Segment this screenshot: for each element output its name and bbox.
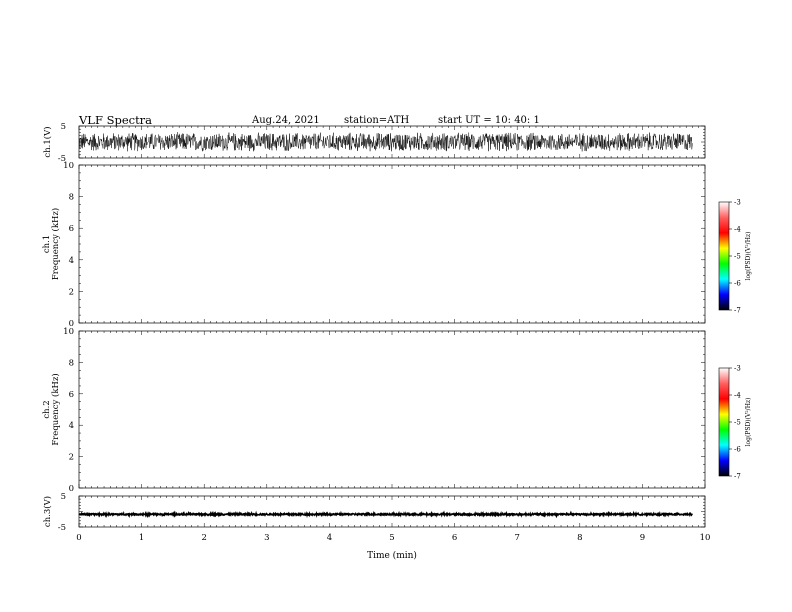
x-tick-label: 7 <box>514 533 519 543</box>
ch3-waveform <box>78 510 694 519</box>
x-tick-label: 2 <box>201 533 206 543</box>
y-axis-label: ch.3(V) <box>42 496 53 527</box>
y-tick-label: 8 <box>69 193 74 203</box>
y-tick-label: 2 <box>69 287 74 297</box>
y-tick-label: 2 <box>69 453 74 463</box>
ch1-waveform-axes: 5 -5 ch.1(V) <box>42 122 706 164</box>
x-tick-label: 9 <box>640 533 645 543</box>
x-tick-label: 3 <box>264 533 269 543</box>
x-tick-label: 4 <box>327 533 332 543</box>
colorbar-tick-label: -3 <box>734 199 741 207</box>
y-axis-label-frequency: Frequency (kHz) <box>50 208 61 280</box>
ch3-waveform-trace <box>78 510 694 519</box>
colorbar-tick-label: -5 <box>734 253 741 261</box>
y-tick-label: 6 <box>69 390 74 400</box>
colorbar-tick-label: -6 <box>734 280 741 288</box>
y-axis-label: ch.1(V) <box>42 126 53 157</box>
y-tick-label: 4 <box>69 421 74 431</box>
x-axis-label: Time (min) <box>367 550 417 561</box>
y-tick-label: 0 <box>69 319 74 329</box>
start-ut-label: start UT = 10: 40: 1 <box>438 115 540 126</box>
y-tick-label: 0 <box>69 484 74 494</box>
y-tick-label: 5 <box>61 492 66 502</box>
ch1-waveform <box>78 132 693 152</box>
figure-title: VLF Spectra <box>79 113 152 127</box>
y-tick-label: 4 <box>69 256 74 266</box>
colorbar-label: log(PSD)(V²/Hz) <box>745 232 752 281</box>
date-label: Aug.24, 2021 <box>252 115 320 126</box>
ch1-spectrogram-axes: 10 8 6 4 2 0 ch.1 Frequency (kHz) <box>42 161 706 329</box>
ch1-spectrogram-colorbar: -3 -4 -5 -6 -7 log(PSD)(V²/Hz) <box>718 199 752 315</box>
y-tick-label: 10 <box>63 161 74 171</box>
colorbar-tick-label: -4 <box>734 392 741 400</box>
ch3-waveform-axes: 5 -5 ch.3(V) 0 1 2 3 4 5 6 7 8 9 10 Time (min) <box>42 492 710 561</box>
x-tick-label: 0 <box>76 533 81 543</box>
x-tick-label: 1 <box>139 533 144 543</box>
x-tick-label: 5 <box>389 533 394 543</box>
y-axis-label-channel: ch.2 <box>42 400 52 418</box>
colorbar-label: log(PSD)(V²/Hz) <box>745 398 752 447</box>
plot-layer <box>78 132 694 519</box>
colorbar-tick-label: -6 <box>734 446 741 454</box>
colorbar-tick-label: -4 <box>734 226 741 234</box>
ch2-spectrogram-colorbar: -3 -4 -5 -6 -7 log(PSD)(V²/Hz) <box>718 365 752 481</box>
axes-layer: -3 -4 -5 -6 -7 log(PSD)(V²/Hz) -3 -4 -5 -6 -7 log(P… <box>42 122 752 561</box>
y-tick-label: 8 <box>69 358 74 368</box>
y-tick-label: -5 <box>58 154 66 164</box>
x-tick-label: 8 <box>577 533 582 543</box>
ch1-spectrogram-colorbar-scale <box>718 201 730 311</box>
y-tick-label: -5 <box>58 523 66 533</box>
y-tick-label: 10 <box>63 327 74 337</box>
ch2-spectrogram-frame <box>78 330 706 489</box>
y-axis-label-frequency: Frequency (kHz) <box>50 373 61 445</box>
x-tick-label: 6 <box>452 533 457 543</box>
ch1-spectrogram-frame <box>78 164 706 324</box>
y-tick-label: 5 <box>61 122 66 132</box>
ch2-spectrogram-colorbar-scale <box>718 367 730 477</box>
colorbar-tick-label: -7 <box>734 473 741 481</box>
colorbar-tick-label: -5 <box>734 419 741 427</box>
colorbar-tick-label: -3 <box>734 365 741 373</box>
y-axis-label-channel: ch.1 <box>42 235 52 253</box>
ch2-spectrogram-axes: 10 8 6 4 2 0 ch.2 Frequency (kHz) <box>42 327 706 494</box>
x-tick-label: 10 <box>700 533 711 543</box>
ch3-waveform-frame <box>78 495 706 528</box>
ch1-waveform-trace <box>78 132 693 152</box>
colorbar-tick-label: -7 <box>734 307 741 315</box>
station-label: station=ATH <box>344 115 409 126</box>
y-tick-label: 6 <box>69 224 74 234</box>
